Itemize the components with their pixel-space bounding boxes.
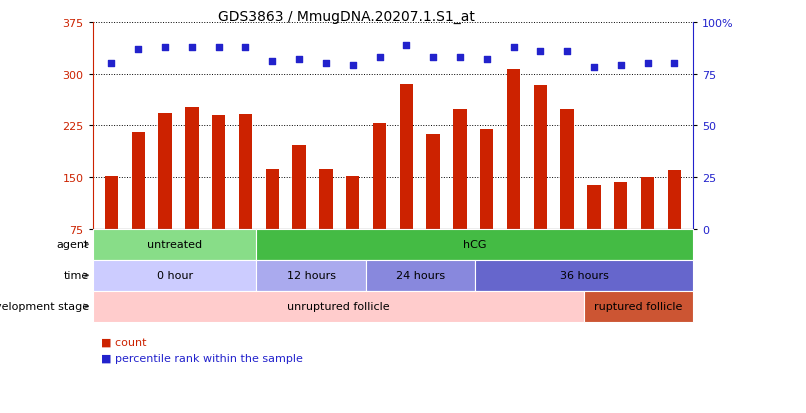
Text: 36 hours: 36 hours [559, 271, 609, 281]
Bar [507, 69, 520, 229]
Text: time: time [64, 271, 89, 281]
Point [132, 46, 145, 53]
Text: GDS3863 / MmugDNA.20207.1.S1_at: GDS3863 / MmugDNA.20207.1.S1_at [218, 10, 475, 24]
Bar [319, 169, 333, 229]
Point [641, 61, 654, 67]
Point [373, 55, 386, 61]
Point [480, 57, 493, 63]
Point [534, 48, 546, 55]
Bar [105, 176, 118, 229]
Point [614, 63, 627, 69]
Text: untreated: untreated [147, 240, 202, 250]
Point [266, 59, 279, 65]
Bar [453, 110, 467, 229]
Bar [667, 171, 681, 229]
Bar [293, 146, 305, 229]
Point [185, 44, 198, 51]
Point [507, 44, 520, 51]
Bar [158, 114, 172, 229]
Point [426, 55, 439, 61]
Bar [266, 169, 279, 229]
Bar [480, 129, 493, 229]
Bar [400, 85, 413, 229]
Text: hCG: hCG [463, 240, 487, 250]
Point [105, 61, 118, 67]
Point [347, 63, 359, 69]
Text: agent: agent [56, 240, 89, 250]
Bar [614, 183, 628, 229]
Bar [346, 176, 359, 229]
Point [239, 44, 252, 51]
Point [588, 65, 600, 71]
Bar [560, 110, 574, 229]
Text: ■ percentile rank within the sample: ■ percentile rank within the sample [101, 353, 302, 363]
Bar [131, 133, 145, 229]
Point [668, 61, 681, 67]
Bar [588, 186, 600, 229]
Bar [426, 134, 440, 229]
Bar [239, 114, 252, 229]
Text: ■ count: ■ count [101, 337, 146, 347]
Point [319, 61, 332, 67]
Text: 24 hours: 24 hours [396, 271, 445, 281]
Bar [185, 107, 198, 229]
Point [159, 44, 172, 51]
Point [454, 55, 467, 61]
Bar [212, 116, 226, 229]
Text: ruptured follicle: ruptured follicle [594, 301, 683, 312]
Bar [373, 124, 386, 229]
Point [212, 44, 225, 51]
Text: development stage: development stage [0, 301, 89, 312]
Bar [641, 178, 654, 229]
Text: unruptured follicle: unruptured follicle [287, 301, 389, 312]
Point [561, 48, 574, 55]
Text: 0 hour: 0 hour [156, 271, 193, 281]
Text: 12 hours: 12 hours [287, 271, 335, 281]
Point [293, 57, 305, 63]
Bar [534, 86, 547, 229]
Point [400, 42, 413, 49]
